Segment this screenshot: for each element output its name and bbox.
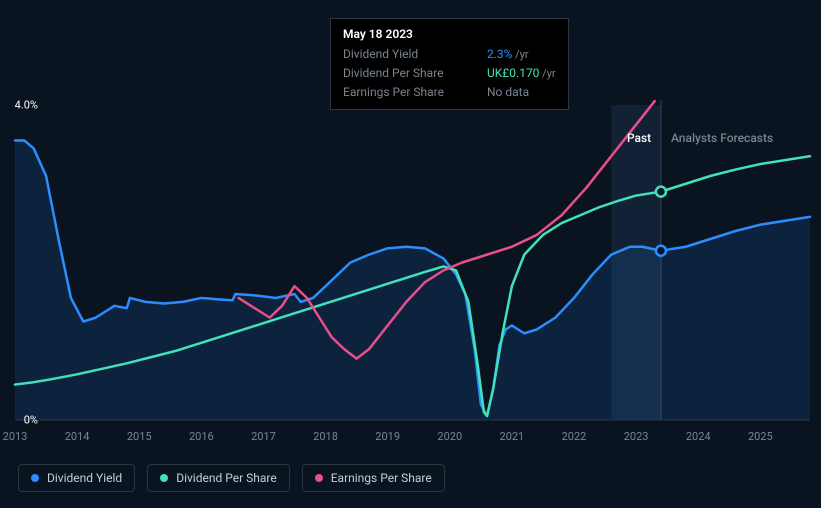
legend-label: Earnings Per Share	[331, 471, 432, 485]
tooltip-rows: Dividend Yield2.3% /yrDividend Per Share…	[343, 45, 556, 101]
x-axis-label: 2016	[189, 430, 214, 443]
x-axis-label: 2014	[65, 430, 90, 443]
x-axis-label: 2020	[437, 430, 462, 443]
legend-item[interactable]: Dividend Yield	[18, 464, 135, 492]
y-axis-label: 4.0%	[15, 99, 38, 112]
x-axis-label: 2024	[686, 430, 711, 443]
legend-dot-icon	[160, 474, 168, 482]
chart-container: May 18 2023 Dividend Yield2.3% /yrDivide…	[0, 0, 821, 508]
x-axis-label: 2017	[251, 430, 276, 443]
tooltip-label: Dividend Yield	[343, 45, 463, 64]
x-axis-label: 2013	[3, 430, 28, 443]
chart-legend: Dividend Yield Dividend Per Share Earnings…	[18, 464, 445, 492]
tooltip-value: No data	[487, 83, 529, 101]
legend-item[interactable]: Dividend Per Share	[147, 464, 290, 492]
tooltip-label: Earnings Per Share	[343, 83, 463, 101]
x-axis-label: 2021	[500, 430, 525, 443]
tooltip-value: 2.3% /yr	[487, 45, 529, 64]
chart-tooltip: May 18 2023 Dividend Yield2.3% /yrDivide…	[330, 18, 569, 110]
x-axis-label: 2022	[562, 430, 587, 443]
tooltip-row: Earnings Per Share No data	[343, 83, 556, 101]
x-axis-label: 2025	[748, 430, 773, 443]
tooltip-date: May 18 2023	[343, 27, 556, 41]
tooltip-value: UK£0.170 /yr	[487, 64, 556, 83]
tooltip-label: Dividend Per Share	[343, 64, 463, 83]
section-label-forecast: Analysts Forecasts	[671, 131, 773, 145]
x-axis-label: 2019	[375, 430, 400, 443]
tooltip-row: Dividend Per Share UK£0.170 /yr	[343, 64, 556, 83]
legend-dot-icon	[315, 474, 323, 482]
x-axis-label: 2023	[624, 430, 649, 443]
tooltip-row: Dividend Yield 2.3% /yr	[343, 45, 556, 64]
legend-label: Dividend Yield	[47, 471, 122, 485]
legend-dot-icon	[31, 474, 39, 482]
legend-label: Dividend Per Share	[176, 471, 277, 485]
legend-item[interactable]: Earnings Per Share	[302, 464, 445, 492]
x-axis-label: 2015	[127, 430, 152, 443]
x-axis-label: 2018	[313, 430, 338, 443]
y-axis-label: 0%	[24, 414, 38, 427]
section-label-past: Past	[627, 131, 651, 145]
